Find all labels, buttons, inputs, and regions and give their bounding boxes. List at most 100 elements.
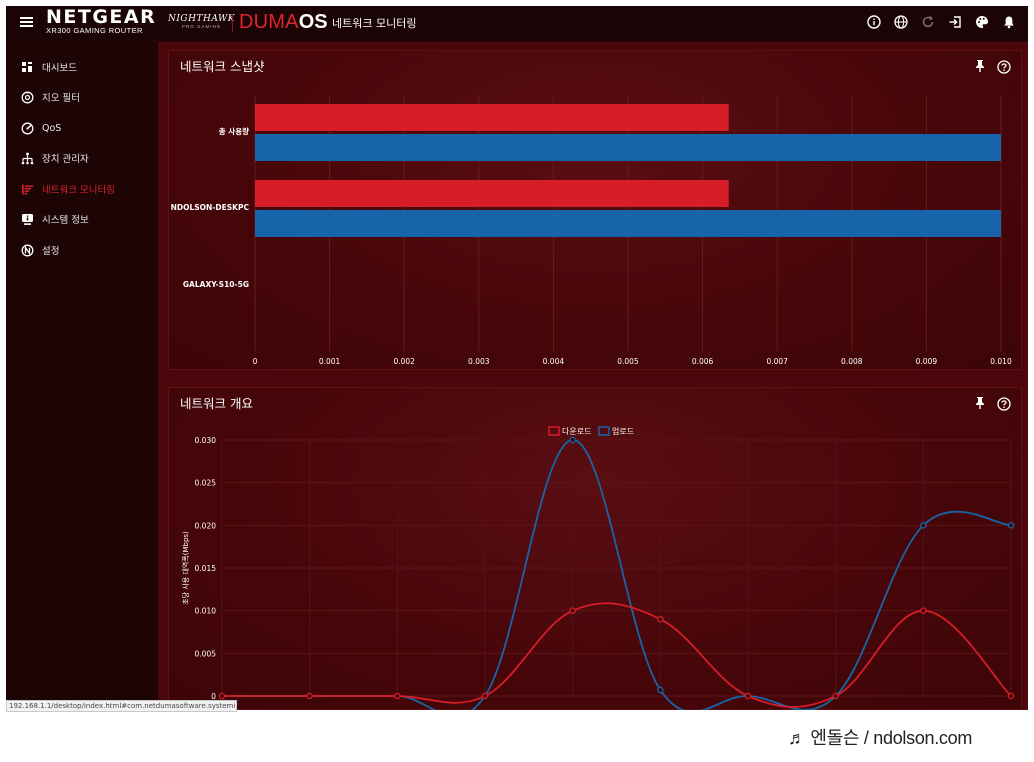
header-divider bbox=[232, 14, 233, 32]
netgear-logo[interactable]: NETGEAR XR300 GAMING ROUTER bbox=[46, 7, 156, 35]
download-point bbox=[1007, 692, 1015, 700]
sidebar-item-device-manager[interactable]: 장치 관리자 bbox=[6, 145, 158, 171]
y-tick-label: 0.015 bbox=[195, 564, 217, 573]
legend-label: 업로드 bbox=[612, 427, 634, 436]
globe-icon[interactable] bbox=[893, 14, 908, 29]
sidebar-item-network-monitor[interactable]: 네트워크 모니터링 bbox=[6, 176, 158, 202]
x-tick-label: 0.004 bbox=[543, 357, 565, 366]
x-tick-label: 0.001 bbox=[319, 357, 341, 366]
download-point bbox=[481, 692, 489, 700]
x-tick-label: 0.002 bbox=[393, 357, 415, 366]
upload-series-line bbox=[221, 439, 1012, 710]
help-icon[interactable] bbox=[997, 396, 1011, 411]
y-tick-label: 0.025 bbox=[195, 479, 217, 488]
x-tick-label: 0.006 bbox=[692, 357, 714, 366]
y-tick-label: 0 bbox=[211, 692, 216, 701]
download-point bbox=[920, 607, 927, 614]
y-tick-label: 0.030 bbox=[195, 436, 217, 445]
dumaos-logo-part2: OS bbox=[298, 11, 328, 33]
download-point bbox=[218, 692, 226, 700]
info-icon[interactable] bbox=[866, 14, 881, 29]
x-tick-label: 0.009 bbox=[916, 357, 938, 366]
nighthawk-text: NIGHTHAWK bbox=[168, 14, 235, 24]
sidebar-item-label: 설정 bbox=[42, 246, 60, 257]
geo-filter-icon bbox=[20, 90, 34, 104]
download-bar bbox=[255, 180, 729, 207]
panel-title: 네트워크 개요 bbox=[180, 396, 253, 411]
router-app: NETGEAR XR300 GAMING ROUTER NIGHTHAWK PR… bbox=[6, 6, 1028, 710]
category-label: NDOLSON-DESKPC bbox=[171, 203, 250, 212]
upload-bar bbox=[255, 134, 1001, 161]
x-tick-label: 0.007 bbox=[766, 357, 788, 366]
legend-swatch bbox=[548, 426, 560, 436]
legend-swatch bbox=[598, 426, 610, 436]
download-point bbox=[832, 692, 839, 700]
menu-icon[interactable] bbox=[20, 17, 33, 27]
nighthawk-logo: NIGHTHAWK PRO GAMING bbox=[168, 14, 235, 29]
y-tick-label: 0.005 bbox=[195, 649, 217, 658]
upload-bar bbox=[255, 210, 1001, 237]
y-axis-label: 초당 사용 대역폭(Mbps) bbox=[181, 531, 190, 605]
download-point bbox=[394, 692, 401, 700]
legend-label: 다운로드 bbox=[562, 427, 591, 436]
sidebar-item-label: QoS bbox=[42, 122, 62, 134]
status-url: 192.168.1.1/desktop/index.html#com.netdu… bbox=[6, 700, 237, 712]
x-tick-label: 0.005 bbox=[617, 357, 639, 366]
logout-icon[interactable] bbox=[947, 14, 962, 29]
panel-title: 네트워크 스냅샷 bbox=[180, 59, 265, 74]
sidebar-item-geo-filter[interactable]: 지오 필터 bbox=[6, 84, 158, 110]
device-manager-icon bbox=[20, 151, 34, 165]
sidebar-item-label: 네트워크 모니터링 bbox=[42, 185, 115, 196]
brand-name: NETGEAR bbox=[46, 6, 157, 28]
category-label: 총 사용량 bbox=[219, 126, 249, 136]
header-icons bbox=[866, 14, 1016, 29]
sidebar-item-label: 장치 관리자 bbox=[42, 154, 89, 165]
dashboard-icon bbox=[20, 60, 34, 74]
nighthawk-sub: PRO GAMING bbox=[182, 24, 222, 29]
system-info-icon bbox=[20, 212, 34, 226]
sidebar-item-dashboard[interactable]: 대시보드 bbox=[6, 54, 158, 80]
settings-icon bbox=[20, 243, 34, 257]
download-series-line bbox=[221, 602, 1012, 708]
x-tick-label: 0.010 bbox=[990, 357, 1012, 366]
download-point bbox=[569, 607, 576, 614]
snapshot-bar-chart: 다운로드업로드00.0010.0020.0030.0040.0050.0060.… bbox=[171, 96, 1012, 371]
watermark: ♬ 엔돌슨 / ndolson.com bbox=[788, 728, 973, 748]
pin-icon[interactable] bbox=[974, 395, 986, 409]
qos-gauge-icon bbox=[20, 121, 34, 135]
palette-icon[interactable] bbox=[974, 14, 989, 29]
y-tick-label: 0.010 bbox=[195, 607, 217, 616]
download-point bbox=[744, 692, 752, 700]
x-axis-label: 초당 사용 대역폭(Mbps) bbox=[589, 370, 668, 371]
y-tick-label: 0.020 bbox=[195, 521, 217, 530]
sidebar-item-system-info[interactable]: 시스템 정보 bbox=[6, 206, 158, 232]
sidebar-item-label: 대시보드 bbox=[42, 63, 77, 74]
network-overview-panel: 네트워크 개요 다운로드 업로드 0 0.005 0.010 0.015 0.020 0.02… bbox=[168, 387, 1022, 710]
dumaos-logo-part1: DUMA bbox=[239, 11, 299, 33]
upload-point bbox=[657, 686, 664, 694]
download-point bbox=[657, 615, 664, 623]
pin-icon[interactable] bbox=[974, 58, 986, 72]
download-point bbox=[306, 692, 313, 700]
upload-point bbox=[569, 436, 576, 444]
sidebar-item-label: 지오 필터 bbox=[42, 93, 80, 104]
sidebar-item-settings[interactable]: 설정 bbox=[6, 237, 158, 263]
dumaos-logo: DUMAOS bbox=[239, 11, 328, 33]
upload-point bbox=[920, 522, 927, 529]
overview-line-chart: 다운로드 업로드 0 0.005 0.010 0.015 0.020 0.025 0.030 초당… bbox=[181, 426, 1015, 710]
bell-icon[interactable] bbox=[1001, 14, 1016, 29]
main-content: 네트워크 스냅샷 다운로드 업로드 0 0.001 0.002 0.003 0.004 0.0… bbox=[158, 42, 1028, 710]
network-monitor-icon bbox=[20, 182, 34, 196]
x-tick-label: 0 bbox=[253, 357, 258, 366]
x-tick-label: 0.008 bbox=[841, 357, 863, 366]
help-icon[interactable] bbox=[997, 59, 1011, 74]
category-label: GALAXY-S10-5G bbox=[183, 280, 249, 289]
upload-point bbox=[1007, 522, 1015, 529]
sidebar-item-qos[interactable]: QoS bbox=[6, 115, 158, 141]
download-bar bbox=[255, 104, 729, 131]
page-title: 네트워크 모니터링 bbox=[332, 17, 417, 30]
x-tick-label: 0.003 bbox=[468, 357, 490, 366]
refresh-icon[interactable] bbox=[920, 14, 935, 29]
network-snapshot-panel: 네트워크 스냅샷 다운로드업로드00.0010.0020.0030.0040.0… bbox=[168, 50, 1022, 371]
brand-model: XR300 GAMING ROUTER bbox=[46, 26, 143, 35]
